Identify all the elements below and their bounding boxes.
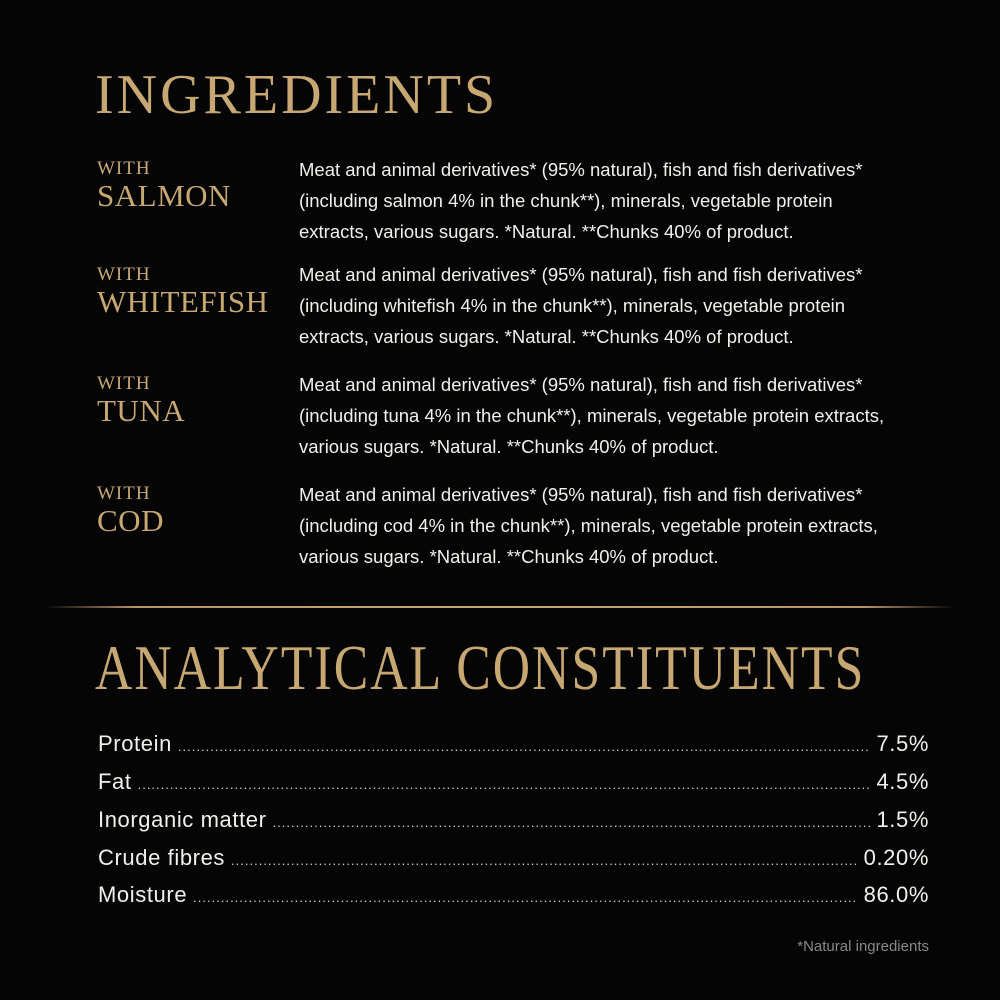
section-divider: [45, 606, 955, 608]
variety-label-cod: WITH COD: [97, 482, 164, 540]
ingredient-line: Meat and animal derivatives* (95% natura…: [299, 374, 863, 395]
variety-label-salmon: WITH SALMON: [97, 157, 231, 215]
constituent-value: 7.5%: [876, 731, 929, 756]
constituent-row-crude-fibres: Crude fibres 0.20%: [98, 844, 929, 875]
ingredient-line: Meat and animal derivatives* (95% natura…: [299, 159, 863, 180]
variety-name: COD: [97, 503, 164, 538]
ingredients-cod: Meat and animal derivatives* (95% natura…: [299, 479, 878, 572]
constituent-row-inorganic-matter: Inorganic matter 1.5%: [98, 806, 929, 837]
ingredient-line: Meat and animal derivatives* (95% natura…: [299, 264, 863, 285]
ingredient-line: various sugars. *Natural. **Chunks 40% o…: [299, 546, 719, 567]
ingredient-line: extracts, various sugars. *Natural. **Ch…: [299, 326, 794, 347]
analytical-constituents-title: ANALYTICAL CONSTITUENTS: [95, 633, 866, 703]
ingredient-line: extracts, various sugars. *Natural. **Ch…: [299, 221, 794, 242]
constituent-label: Crude fibres: [98, 845, 226, 870]
constituent-value: 1.5%: [876, 807, 929, 832]
constituent-value: 86.0%: [863, 882, 929, 907]
ingredients-whitefish: Meat and animal derivatives* (95% natura…: [299, 259, 863, 352]
ingredient-line: (including salmon 4% in the chunk**), mi…: [299, 190, 833, 211]
variety-name: TUNA: [97, 393, 186, 428]
dot-leader: [138, 771, 871, 799]
with-label: WITH: [97, 158, 151, 179]
constituent-row-protein: Protein 7.5%: [98, 730, 929, 761]
constituent-label: Fat: [98, 769, 132, 794]
constituent-row-moisture: Moisture 86.0%: [98, 881, 929, 912]
ingredient-line: various sugars. *Natural. **Chunks 40% o…: [299, 436, 719, 457]
with-label: WITH: [97, 483, 151, 504]
dot-leader: [231, 847, 858, 875]
constituent-value: 4.5%: [876, 769, 929, 794]
constituent-label: Moisture: [98, 882, 188, 907]
ingredient-line: Meat and animal derivatives* (95% natura…: [299, 484, 863, 505]
ingredients-title: INGREDIENTS: [95, 64, 499, 126]
constituent-label: Protein: [98, 731, 172, 756]
dot-leader: [178, 733, 871, 761]
with-label: WITH: [97, 373, 151, 394]
dot-leader: [273, 809, 871, 837]
variety-label-whitefish: WITH WHITEFISH: [97, 263, 269, 321]
variety-name: WHITEFISH: [97, 284, 269, 319]
with-label: WITH: [97, 264, 151, 285]
variety-label-tuna: WITH TUNA: [97, 372, 185, 430]
dot-leader: [193, 884, 857, 912]
ingredient-line: (including cod 4% in the chunk**), miner…: [299, 515, 878, 536]
ingredient-line: (including whitefish 4% in the chunk**),…: [299, 295, 846, 316]
constituent-value: 0.20%: [863, 845, 929, 870]
ingredient-line: (including tuna 4% in the chunk**), mine…: [299, 405, 885, 426]
footnote: *Natural ingredients: [797, 938, 929, 955]
ingredients-salmon: Meat and animal derivatives* (95% natura…: [299, 154, 863, 247]
constituent-label: Inorganic matter: [98, 807, 267, 832]
ingredients-tuna: Meat and animal derivatives* (95% natura…: [299, 369, 884, 462]
variety-name: SALMON: [97, 178, 231, 213]
constituent-row-fat: Fat 4.5%: [98, 768, 929, 799]
